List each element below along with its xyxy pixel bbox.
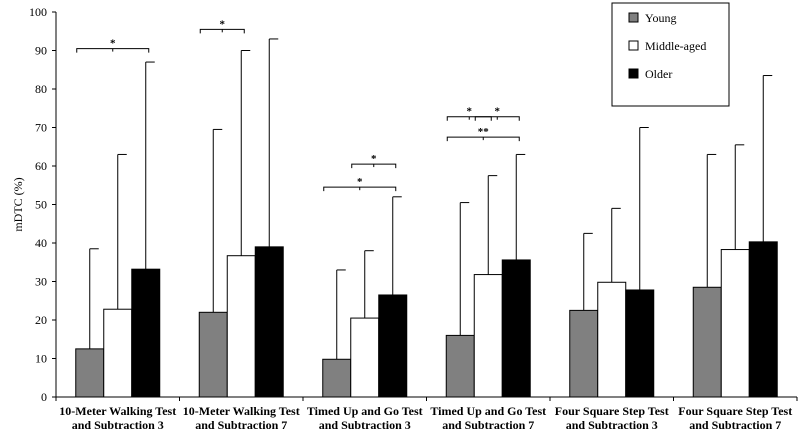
y-tick-label: 10 bbox=[35, 352, 47, 366]
bar-older bbox=[131, 268, 161, 398]
y-tick-label: 20 bbox=[35, 313, 47, 327]
bar-young bbox=[445, 334, 475, 398]
y-tick-label: 70 bbox=[35, 121, 47, 135]
y-tick-label: 90 bbox=[35, 44, 47, 58]
bar-older bbox=[501, 259, 531, 398]
y-tick-label: 50 bbox=[35, 198, 47, 212]
y-tick-label: 100 bbox=[29, 5, 47, 19]
category-label: and Subtraction 3 bbox=[319, 418, 411, 432]
bar-older bbox=[748, 241, 778, 398]
error-bars bbox=[89, 38, 773, 360]
y-tick-label: 40 bbox=[35, 236, 47, 250]
significance-label: * bbox=[357, 176, 363, 188]
y-tick-label: 30 bbox=[35, 275, 47, 289]
significance-label: ** bbox=[478, 126, 490, 138]
legend-label: Middle-aged bbox=[645, 39, 706, 53]
category-label: 10-Meter Walking Test bbox=[59, 404, 176, 418]
bar-older bbox=[625, 289, 655, 398]
legend-label: Young bbox=[645, 11, 676, 25]
bars bbox=[75, 241, 778, 398]
category-label: and Subtraction 7 bbox=[195, 418, 287, 432]
bar-older bbox=[378, 294, 408, 398]
legend-swatch bbox=[628, 12, 639, 23]
category-label: and Subtraction 3 bbox=[72, 418, 164, 432]
bar-middle-aged bbox=[597, 281, 627, 398]
bar-middle-aged bbox=[350, 317, 380, 398]
significance-label: * bbox=[495, 106, 501, 118]
bar-young bbox=[569, 309, 599, 398]
y-tick-label: 0 bbox=[41, 390, 47, 404]
category-label: and Subtraction 7 bbox=[689, 418, 781, 432]
bar-middle-aged bbox=[103, 308, 133, 398]
bar-middle-aged bbox=[473, 274, 503, 398]
bar-young bbox=[198, 311, 228, 398]
bar-young bbox=[692, 286, 722, 398]
legend-label: Older bbox=[645, 67, 672, 81]
bar-middle-aged bbox=[720, 249, 750, 398]
category-label: and Subtraction 7 bbox=[442, 418, 534, 432]
axes: 0 10 20 30 40 50 60 70 80 90 100 mDTC (%) bbox=[11, 5, 798, 404]
legend-swatch bbox=[628, 68, 639, 79]
category-label: Timed Up and Go Test bbox=[307, 404, 423, 418]
category-label: Timed Up and Go Test bbox=[430, 404, 546, 418]
significance-label: * bbox=[467, 106, 473, 118]
y-tick-label: 80 bbox=[35, 82, 47, 96]
category-label: Four Square Step Test bbox=[555, 404, 669, 418]
bar-middle-aged bbox=[226, 255, 256, 398]
legend: Young Middle-aged Older bbox=[611, 2, 730, 107]
bar-young bbox=[322, 358, 352, 398]
legend-swatch bbox=[628, 40, 639, 51]
significance-markers: ***** *** bbox=[76, 18, 520, 192]
significance-label: * bbox=[220, 18, 226, 30]
category-label: Four Square Step Test bbox=[678, 404, 792, 418]
y-axis-title: mDTC (%) bbox=[11, 177, 25, 231]
category-label: and Subtraction 3 bbox=[566, 418, 658, 432]
significance-label: * bbox=[371, 153, 377, 165]
y-tick-label: 60 bbox=[35, 159, 47, 173]
bar-young bbox=[75, 348, 105, 398]
bar-older bbox=[254, 246, 284, 398]
significance-label: * bbox=[110, 38, 116, 50]
category-label: 10-Meter Walking Test bbox=[183, 404, 300, 418]
